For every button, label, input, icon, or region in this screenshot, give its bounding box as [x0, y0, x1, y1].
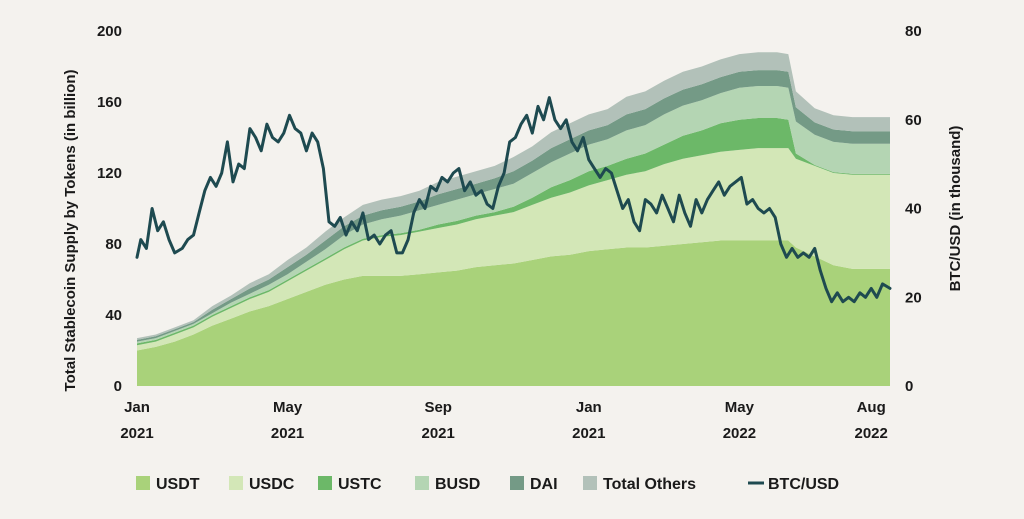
legend-swatch-ustc — [318, 476, 332, 490]
y-axis-title-left: Total Stablecoin Supply by Tokens (in bi… — [62, 70, 79, 392]
y-tick-left: 40 — [105, 307, 122, 324]
legend-label-usdc: USDC — [249, 476, 295, 493]
y-tick-right: 40 — [905, 201, 922, 218]
y-tick-left: 120 — [97, 165, 122, 182]
y-tick-right: 20 — [905, 289, 922, 306]
x-tick-year: 2021 — [120, 425, 153, 442]
btc-line-group — [135, 96, 892, 304]
x-tick-year: 2022 — [854, 425, 887, 442]
y-tick-right: 0 — [905, 378, 913, 395]
legend-swatch-total-others — [583, 476, 597, 490]
x-tick-year: 2021 — [572, 425, 605, 442]
btc-usd-line — [135, 96, 892, 304]
legend-swatch-usdt — [136, 476, 150, 490]
y-tick-left: 0 — [114, 378, 122, 395]
y-axis-title-right: BTC/USD (in thousand) — [947, 126, 964, 292]
area-usdc — [137, 148, 890, 351]
legend-label-busd: BUSD — [435, 476, 480, 493]
x-tick-month: Jan — [124, 399, 150, 416]
y-tick-right: 80 — [905, 23, 922, 40]
x-tick-year: 2021 — [271, 425, 304, 442]
legend-label-ustc: USTC — [338, 476, 382, 493]
y-tick-left: 160 — [97, 94, 122, 111]
y-tick-left: 80 — [105, 236, 122, 253]
x-tick-month: Jan — [576, 399, 602, 416]
x-tick-month: Sep — [424, 399, 452, 416]
x-tick-month: May — [725, 399, 755, 416]
legend-swatch-busd — [415, 476, 429, 490]
x-tick-month: Aug — [857, 399, 886, 416]
legend-label-dai: DAI — [530, 476, 558, 493]
x-tick-year: 2021 — [422, 425, 455, 442]
y-tick-right: 60 — [905, 112, 922, 129]
x-tick-year: 2022 — [723, 425, 756, 442]
stacked-areas — [137, 52, 890, 386]
x-tick-month: May — [273, 399, 303, 416]
legend-label-total-others: Total Others — [603, 476, 696, 493]
legend-label-btc-usd: BTC/USD — [768, 476, 839, 493]
legend-swatch-dai — [510, 476, 524, 490]
y-tick-left: 200 — [97, 23, 122, 40]
legend-swatch-usdc — [229, 476, 243, 490]
axes: 0 40 80 120 160 200 0 20 40 60 80 Jan 2021 May 2021 Sep… — [62, 23, 964, 442]
legend-label-usdt: USDT — [156, 476, 200, 493]
area-usdt — [137, 240, 890, 386]
legend: USDT USDC USTC BUSD DAI Total Others BTC/USD — [136, 476, 839, 493]
